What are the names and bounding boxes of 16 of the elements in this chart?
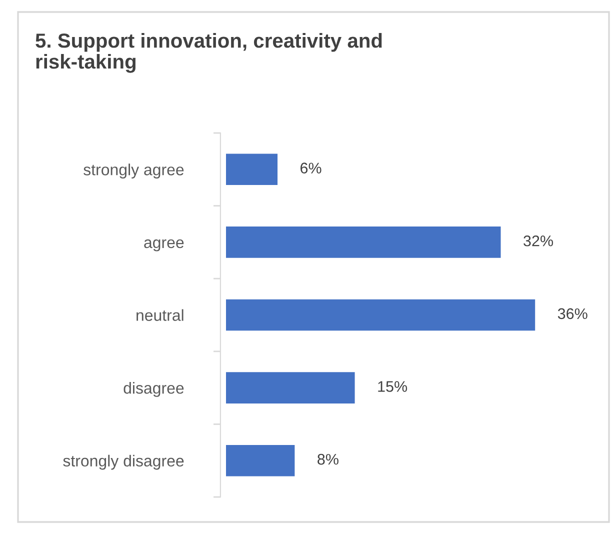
- bar: [226, 372, 355, 404]
- data-label: 36%: [558, 308, 588, 320]
- bar: [226, 299, 536, 331]
- data-label: 8%: [318, 454, 338, 465]
- bar: [226, 226, 501, 258]
- data-label: 6%: [300, 162, 322, 174]
- y-tick-label: neutral: [136, 309, 184, 321]
- bar: [226, 154, 278, 186]
- y-tick-label: strongly agree: [84, 164, 184, 178]
- data-label: 15%: [378, 381, 408, 392]
- chart-title: 5. Support innovation, creativity and risk-taking: [36, 33, 382, 73]
- y-tick-label: strongly disagree: [63, 454, 184, 470]
- data-label: 32%: [524, 235, 554, 246]
- bar: [226, 444, 295, 476]
- y-tick-label: agree: [144, 239, 184, 252]
- y-tick-label: disagree: [124, 382, 184, 397]
